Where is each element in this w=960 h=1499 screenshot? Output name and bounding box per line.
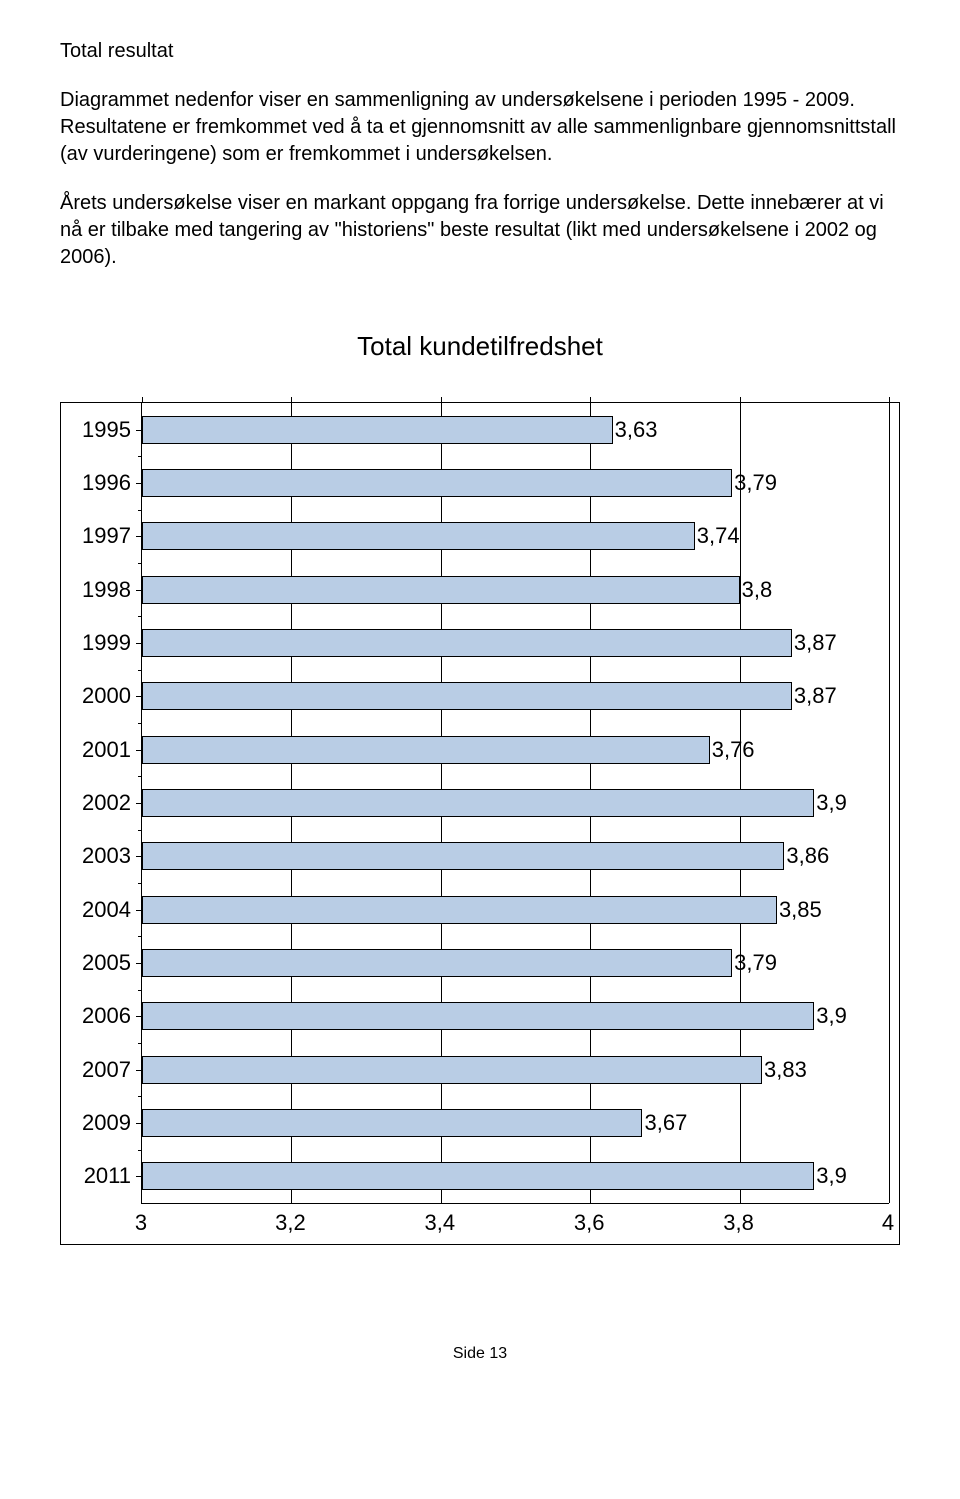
chart-y-label: 2003	[61, 843, 131, 869]
chart-plot-area: 3,63 3,79 3,74 3,8 3,87 3,87 3,76 3,9 3,86 3,85 3,…	[141, 403, 889, 1204]
chart-bar	[142, 576, 740, 604]
chart-y-label: 2000	[61, 683, 131, 709]
chart-y-minor-tick	[138, 830, 142, 831]
chart-x-tick-label: 3,6	[574, 1210, 605, 1236]
chart-bar	[142, 896, 777, 924]
page-footer: Side 13	[60, 1345, 900, 1363]
chart-y-label: 2009	[61, 1110, 131, 1136]
chart-y-label: 2006	[61, 1003, 131, 1029]
chart-y-label: 2001	[61, 737, 131, 763]
chart-bar-value: 3,87	[794, 683, 837, 709]
chart-bar	[142, 416, 613, 444]
paragraph-2: Årets undersøkelse viser en markant oppg…	[60, 190, 900, 271]
chart-bar-value: 3,9	[816, 1163, 847, 1189]
chart-bar	[142, 1109, 642, 1137]
chart-bar-value: 3,76	[712, 737, 755, 763]
chart-y-minor-tick	[138, 776, 142, 777]
chart-x-tick-label: 3,8	[723, 1210, 754, 1236]
chart-bar	[142, 522, 695, 550]
chart-y-label: 1997	[61, 523, 131, 549]
chart-y-minor-tick	[138, 510, 142, 511]
chart-bar-value: 3,79	[734, 950, 777, 976]
chart-y-minor-tick	[138, 936, 142, 937]
chart-bar-value: 3,9	[816, 790, 847, 816]
chart-bar-value: 3,85	[779, 897, 822, 923]
chart-bar	[142, 469, 732, 497]
chart-top-tick	[889, 397, 890, 403]
chart-y-label: 2002	[61, 790, 131, 816]
chart-x-tick-label: 3,4	[425, 1210, 456, 1236]
chart-bar-value: 3,9	[816, 1003, 847, 1029]
chart-bar-value: 3,8	[742, 577, 773, 603]
chart-y-label: 1995	[61, 417, 131, 443]
chart-container: 3,633,793,743,83,873,873,763,93,863,853,…	[60, 402, 900, 1245]
chart-x-axis: 33,23,43,63,84	[141, 1204, 889, 1244]
chart-bar	[142, 1002, 814, 1030]
chart-y-label: 1996	[61, 470, 131, 496]
chart-x-tick-label: 3,2	[275, 1210, 306, 1236]
chart-bar	[142, 789, 814, 817]
chart-y-minor-tick	[138, 670, 142, 671]
chart-y-minor-tick	[138, 990, 142, 991]
chart-title: Total kundetilfredshet	[60, 331, 900, 362]
chart-gridline	[889, 403, 890, 1203]
chart-top-tick	[291, 397, 292, 403]
chart-y-minor-tick	[138, 1043, 142, 1044]
chart-bar-value: 3,63	[615, 417, 658, 443]
chart-bar-value: 3,86	[786, 843, 829, 869]
chart-y-label: 2011	[61, 1163, 131, 1189]
chart-bar-value: 3,79	[734, 470, 777, 496]
section-heading: Total resultat	[60, 40, 900, 63]
chart-x-tick-label: 3	[135, 1210, 147, 1236]
chart-bar	[142, 949, 732, 977]
chart-bar	[142, 1162, 814, 1190]
chart-y-minor-tick	[138, 1096, 142, 1097]
chart-top-tick	[740, 397, 741, 403]
chart-bar	[142, 1056, 762, 1084]
chart-top-tick	[590, 397, 591, 403]
chart-y-label: 1999	[61, 630, 131, 656]
chart-bar-value: 3,74	[697, 523, 740, 549]
chart-bar-value: 3,83	[764, 1057, 807, 1083]
chart-y-label: 1998	[61, 577, 131, 603]
chart-y-label: 2005	[61, 950, 131, 976]
chart-bar	[142, 736, 710, 764]
chart-bar	[142, 682, 792, 710]
paragraph-1: Diagrammet nedenfor viser en sammenligni…	[60, 87, 900, 168]
chart-top-tick	[142, 397, 143, 403]
chart-y-minor-tick	[138, 1150, 142, 1151]
chart-y-minor-tick	[138, 723, 142, 724]
chart-bar-value: 3,87	[794, 630, 837, 656]
chart-y-minor-tick	[138, 883, 142, 884]
chart-y-label: 2007	[61, 1057, 131, 1083]
chart-y-minor-tick	[138, 563, 142, 564]
chart-bar	[142, 842, 784, 870]
chart-bar-value: 3,67	[644, 1110, 687, 1136]
chart-bar	[142, 629, 792, 657]
chart-x-tick-label: 4	[882, 1210, 894, 1236]
chart-y-minor-tick	[138, 616, 142, 617]
chart-y-label: 2004	[61, 897, 131, 923]
chart-y-minor-tick	[138, 456, 142, 457]
chart-top-tick	[441, 397, 442, 403]
